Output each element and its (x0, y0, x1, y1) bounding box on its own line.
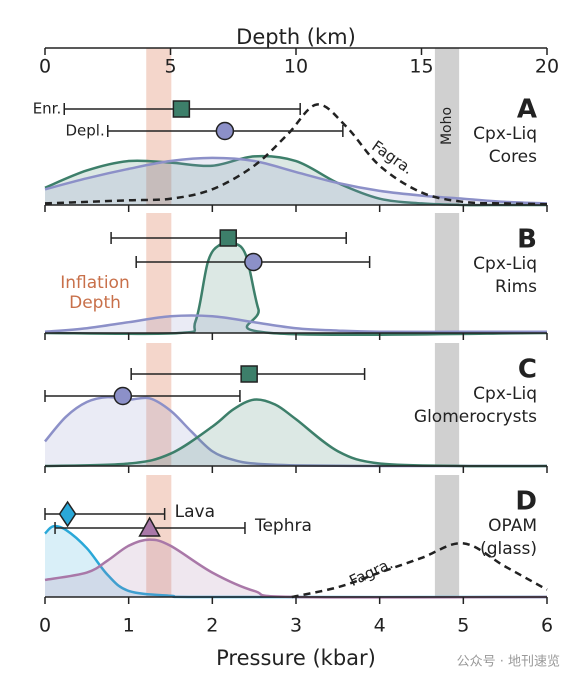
point-label: Depl. (66, 122, 105, 140)
band (434, 343, 460, 466)
panel-label: Rims (495, 277, 537, 297)
density-fill (45, 156, 547, 206)
x-tick-label: 5 (457, 615, 469, 637)
band (146, 343, 172, 466)
panel-label: (glass) (480, 539, 537, 559)
density-fill (45, 526, 547, 598)
density-line (44, 103, 548, 206)
density-line (44, 156, 548, 205)
x2-tick-label: 10 (284, 56, 308, 78)
density-fill (45, 399, 547, 467)
density-line (44, 314, 547, 334)
x2-axis-title: Depth (km) (236, 25, 356, 49)
density-line (291, 542, 548, 599)
x-tick-label: 6 (541, 615, 553, 637)
panel-letter: C (518, 355, 537, 385)
panel-label: OPAM (488, 516, 537, 536)
point-label: Tephra (254, 516, 312, 536)
x-tick-label: 0 (39, 615, 51, 637)
x2-tick-label: 20 (535, 56, 559, 78)
x-tick-label: 2 (206, 615, 218, 637)
band-label: Moho (439, 107, 455, 145)
band-label: Depth (69, 293, 121, 313)
series-label: Fagra. (346, 554, 395, 590)
density-fill (45, 157, 547, 205)
watermark: 公众号 · 地刊速览 (457, 654, 560, 670)
marker (219, 229, 237, 247)
panel-label: Cores (489, 147, 537, 167)
band-label: Inflation (60, 273, 129, 293)
x-axis-title: Pressure (kbar) (216, 646, 376, 670)
point-label: Enr. (33, 100, 62, 118)
band (434, 48, 460, 205)
panel-label: Cpx-Liq (473, 384, 537, 404)
marker (138, 516, 161, 537)
x2-tick-label: 0 (39, 56, 51, 78)
panel-label: Cpx-Liq (473, 254, 537, 274)
marker (58, 500, 77, 528)
panel-label: Cpx-Liq (473, 124, 537, 144)
density-fill (45, 397, 547, 467)
marker (215, 121, 235, 141)
marker (113, 386, 133, 406)
marker (240, 365, 258, 383)
point-label: Lava (175, 502, 215, 522)
x-tick-label: 1 (123, 615, 135, 637)
x-tick-label: 3 (290, 615, 302, 637)
marker (172, 100, 191, 118)
panel-letter: B (517, 225, 537, 255)
marker (244, 252, 263, 272)
x-tick-label: 4 (374, 615, 386, 637)
band (146, 213, 172, 333)
x2-tick-label: 5 (164, 56, 176, 78)
panel-letter: A (517, 95, 537, 125)
x2-tick-label: 15 (409, 56, 433, 78)
panel-letter: D (515, 487, 537, 517)
panel-label: Glomerocrysts (414, 407, 537, 427)
density-fill (45, 539, 547, 598)
density-fill (45, 315, 547, 333)
band (434, 213, 460, 333)
band (146, 48, 172, 205)
band (434, 475, 460, 597)
series-label: Fagra. (368, 137, 416, 178)
